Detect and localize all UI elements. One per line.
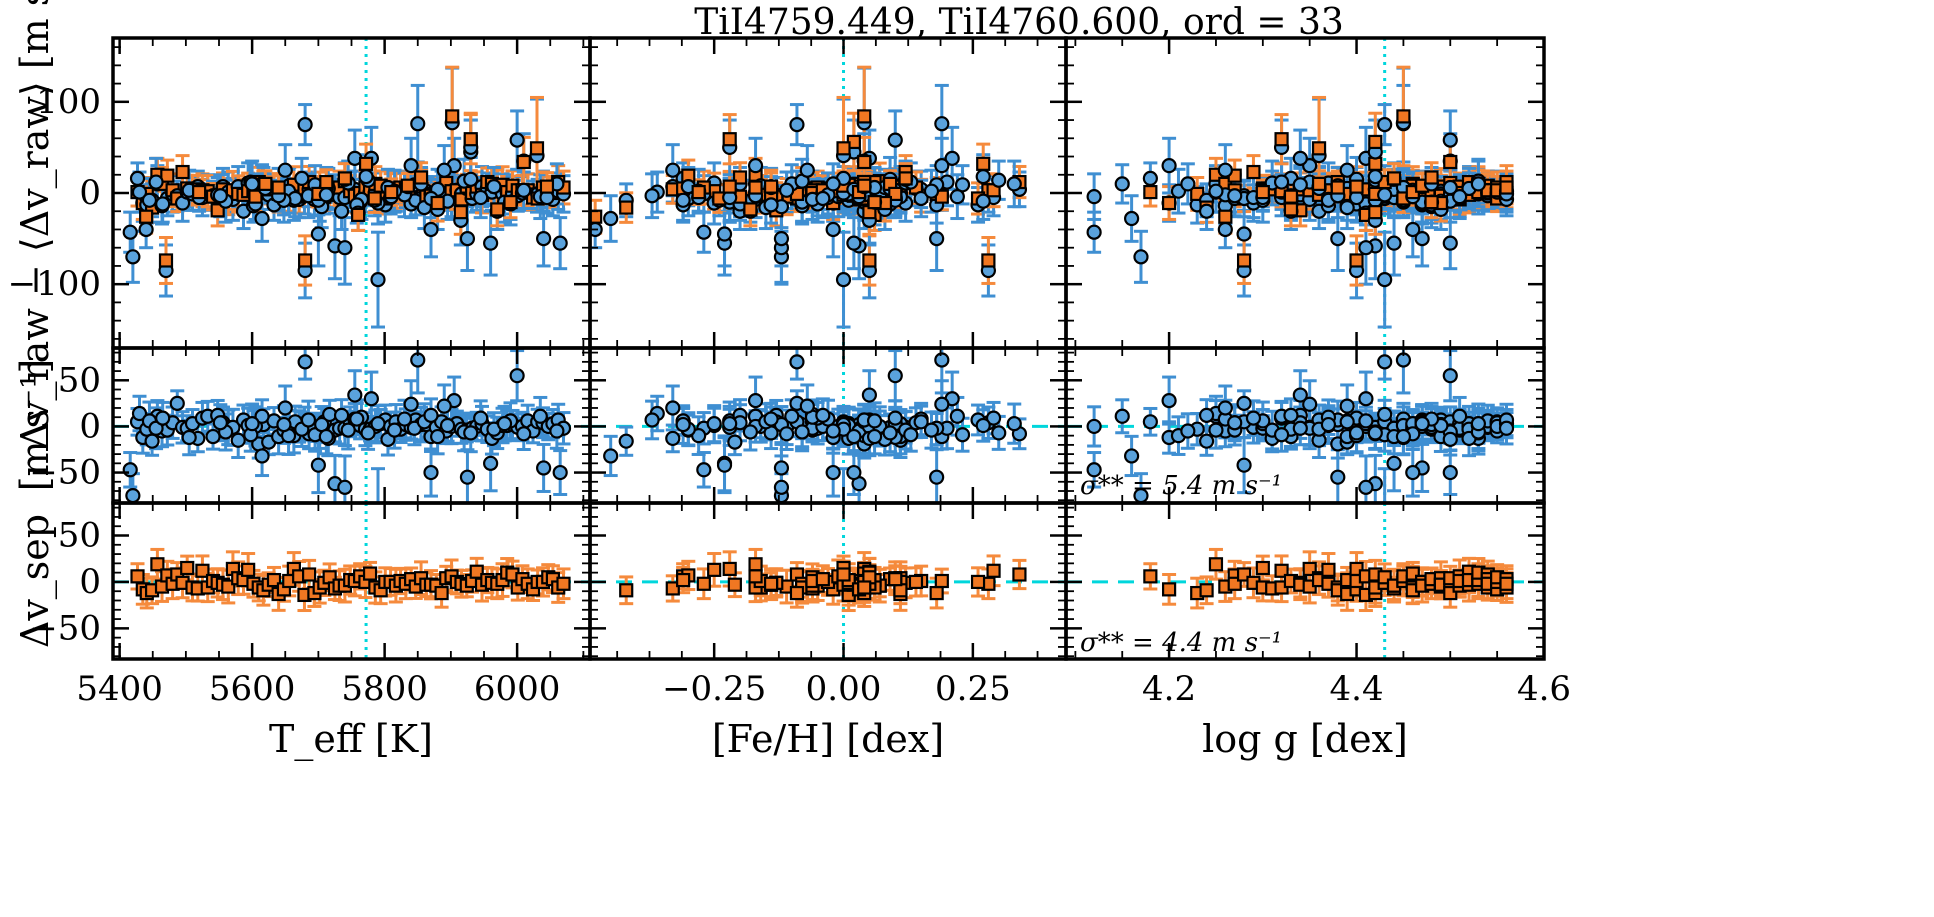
- orange-point: [1144, 186, 1156, 198]
- orange-point: [1322, 564, 1334, 576]
- orange-point: [620, 584, 632, 596]
- blue-point: [666, 432, 679, 445]
- blue-point: [1088, 226, 1101, 239]
- orange-point: [724, 563, 736, 575]
- orange-point: [936, 575, 948, 587]
- orange-point: [242, 564, 254, 576]
- orange-point: [750, 558, 762, 570]
- blue-point: [126, 489, 139, 502]
- blue-point: [171, 397, 184, 410]
- blue-point: [126, 250, 139, 263]
- orange-point: [988, 565, 1000, 577]
- orange-point: [181, 562, 193, 574]
- orange-point: [1163, 197, 1175, 209]
- blue-point: [1200, 435, 1213, 448]
- orange-point: [177, 166, 189, 178]
- orange-point: [1144, 570, 1156, 582]
- orange-point: [620, 202, 632, 214]
- blue-point: [124, 463, 137, 476]
- orange-point: [1257, 562, 1269, 574]
- blue-point: [232, 434, 245, 447]
- orange-point: [1210, 558, 1222, 570]
- blue-point: [620, 435, 633, 448]
- blue-point: [1238, 397, 1251, 410]
- orange-point: [708, 564, 720, 576]
- blue-point: [207, 430, 220, 443]
- blue-point: [146, 435, 159, 448]
- blue-point: [697, 226, 710, 239]
- blue-point: [1144, 172, 1157, 185]
- blue-point: [131, 172, 144, 185]
- orange-point: [1163, 583, 1175, 595]
- blue-point: [1144, 415, 1157, 428]
- orange-point: [931, 587, 943, 599]
- blue-point: [124, 226, 137, 239]
- orange-point: [1247, 166, 1259, 178]
- orange-point: [132, 570, 144, 582]
- blue-point: [1134, 250, 1147, 263]
- blue-point: [697, 463, 710, 476]
- orange-point: [1201, 584, 1213, 596]
